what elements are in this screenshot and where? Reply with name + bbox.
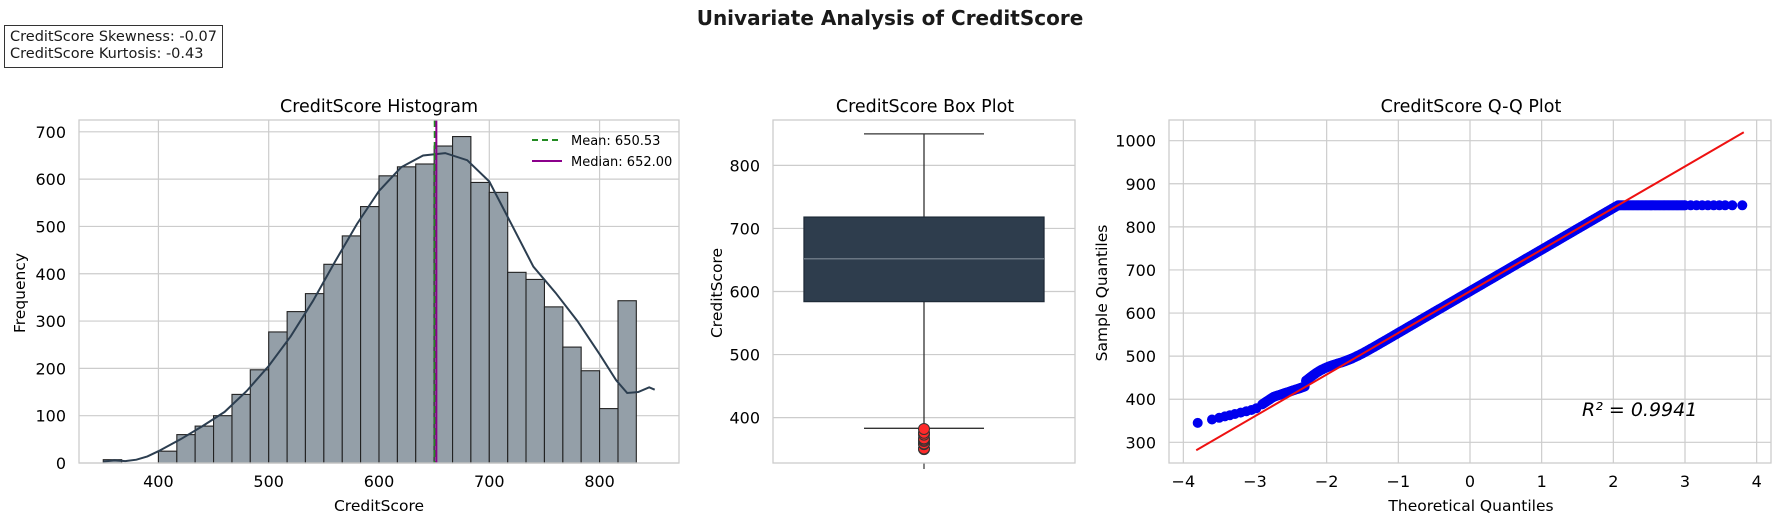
boxplot-ytick-label: 400 [729,409,760,428]
histogram-frame [78,119,680,464]
qq-xtick-label: 2 [1608,472,1618,491]
qq-point [1192,417,1203,428]
boxplot-outliers [918,422,930,456]
histogram-ytick-label: 0 [56,454,66,473]
histogram-bar [268,331,288,464]
histogram-bar [580,370,601,464]
histogram-ytick-label: 600 [35,170,66,189]
qq-ytick-label: 800 [1125,218,1156,237]
histogram-bar [213,415,233,464]
histogram-ticks: 400 500 600 700 800 0 100 200 300 400 500 600 700 [35,123,614,491]
qq-frame [1168,119,1772,464]
histogram-bar [396,166,417,464]
boxplot-frame [772,119,1076,464]
qq-xtick-label: −4 [1172,472,1196,491]
qq-point [1737,200,1748,211]
qq-xtick-label: 1 [1537,472,1547,491]
qq-xtick-label: 3 [1680,472,1690,491]
histogram-bar [562,346,582,464]
qq-xtick-label: 4 [1752,472,1762,491]
histogram-xtick-label: 600 [364,472,395,491]
histogram-ytick-label: 400 [35,265,66,284]
qq-xtick-label: −3 [1243,472,1267,491]
qq-fit-line [1195,131,1745,452]
histogram-title: CreditScore Histogram [280,97,478,117]
boxplot-outlier-point [918,422,930,435]
legend-mean-label: Mean: 650.53 [571,134,660,149]
kurtosis-text: CreditScore Kurtosis: -0.43 [10,46,204,62]
histogram-legend: Mean: 650.53 Median: 652.00 [532,134,672,170]
histogram-bar [507,271,527,464]
boxplot-ytick-label: 600 [729,283,760,302]
histogram-ylabel: Frequency [11,253,29,333]
histogram-bar [452,136,472,464]
boxplot-title: CreditScore Box Plot [836,97,1014,117]
histogram-ytick-label: 100 [35,407,66,426]
qq-ytick-label: 600 [1125,304,1156,323]
qq-title: CreditScore Q-Q Plot [1381,97,1562,117]
histogram-bar [360,206,380,464]
histogram-ytick-label: 200 [35,359,66,378]
histogram-bar [470,181,490,464]
qq-ticks: −4 −3 −2 −1 0 1 2 3 4 300 400 500 600 700 800 900 1000 [1115,132,1761,491]
qq-r2-annotation: R² = 0.9941 [1582,399,1697,421]
histogram-xtick-label: 700 [474,472,505,491]
histogram-bar [525,278,545,464]
qq-xlabel: Theoretical Quantiles [1387,497,1553,515]
histogram-bar [543,306,564,464]
histogram-xtick-label: 500 [253,472,284,491]
boxplot-ytick-label: 800 [729,156,760,175]
boxplot-ytick-label: 700 [729,219,760,238]
qq-point [1251,403,1262,414]
histogram-xtick-label: 800 [584,472,615,491]
histogram-bar [323,263,343,464]
qq-ytick-label: 1000 [1115,132,1156,151]
qq-point [1720,200,1731,211]
histogram-bar [617,300,637,464]
qq-ytick-label: 400 [1125,390,1156,409]
legend-median-label: Median: 652.00 [571,155,672,170]
histogram-bar [415,163,435,464]
boxplot-ticks: 400 500 600 700 800 [729,156,925,469]
qq-ytick-label: 900 [1125,175,1156,194]
qq-xtick-label: −1 [1387,472,1411,491]
stats-box: CreditScore Skewness: -0.07 CreditScore … [4,25,223,68]
qq-ytick-label: 700 [1125,261,1156,280]
histogram-ytick-label: 500 [35,217,66,236]
histogram-bar [194,425,215,464]
histogram-bar [599,408,619,464]
histogram-ytick-label: 700 [35,123,66,142]
qq-grid [1169,120,1771,463]
histogram-ytick-label: 300 [35,312,66,331]
histogram-panel: CreditScore Histogram 400 500 600 700 800 0 10… [11,97,680,515]
skewness-text: CreditScore Skewness: -0.07 [10,29,217,45]
histogram-bar [286,311,306,464]
qq-ytick-label: 500 [1125,347,1156,366]
qq-xtick-label: −2 [1315,472,1339,491]
histogram-xtick-label: 400 [143,472,174,491]
histogram-bar [157,450,178,464]
qq-panel: CreditScore Q-Q Plot −4 −3 −2 −1 0 1 2 3 4 300 400… [1093,97,1772,515]
histogram-kde-line [103,152,656,463]
boxplot-ylabel: CreditScore [708,248,726,338]
histogram-bar [341,235,362,464]
histogram-bars [102,136,637,464]
qq-ytick-label: 300 [1125,433,1156,452]
histogram-bar [378,175,398,464]
figure-title: Univariate Analysis of CreditScore [696,6,1084,30]
boxplot-ytick-label: 500 [729,346,760,365]
histogram-bar [231,393,251,464]
histogram-bar [488,191,509,464]
qq-point [1727,200,1738,211]
qq-ylabel: Sample Quantiles [1093,225,1111,362]
histogram-bar [304,293,325,464]
histogram-xlabel: CreditScore [334,497,424,515]
boxplot-panel: CreditScore Box Plot 400 500 600 700 800 Cre… [708,97,1076,469]
qq-xtick-label: 0 [1465,472,1475,491]
